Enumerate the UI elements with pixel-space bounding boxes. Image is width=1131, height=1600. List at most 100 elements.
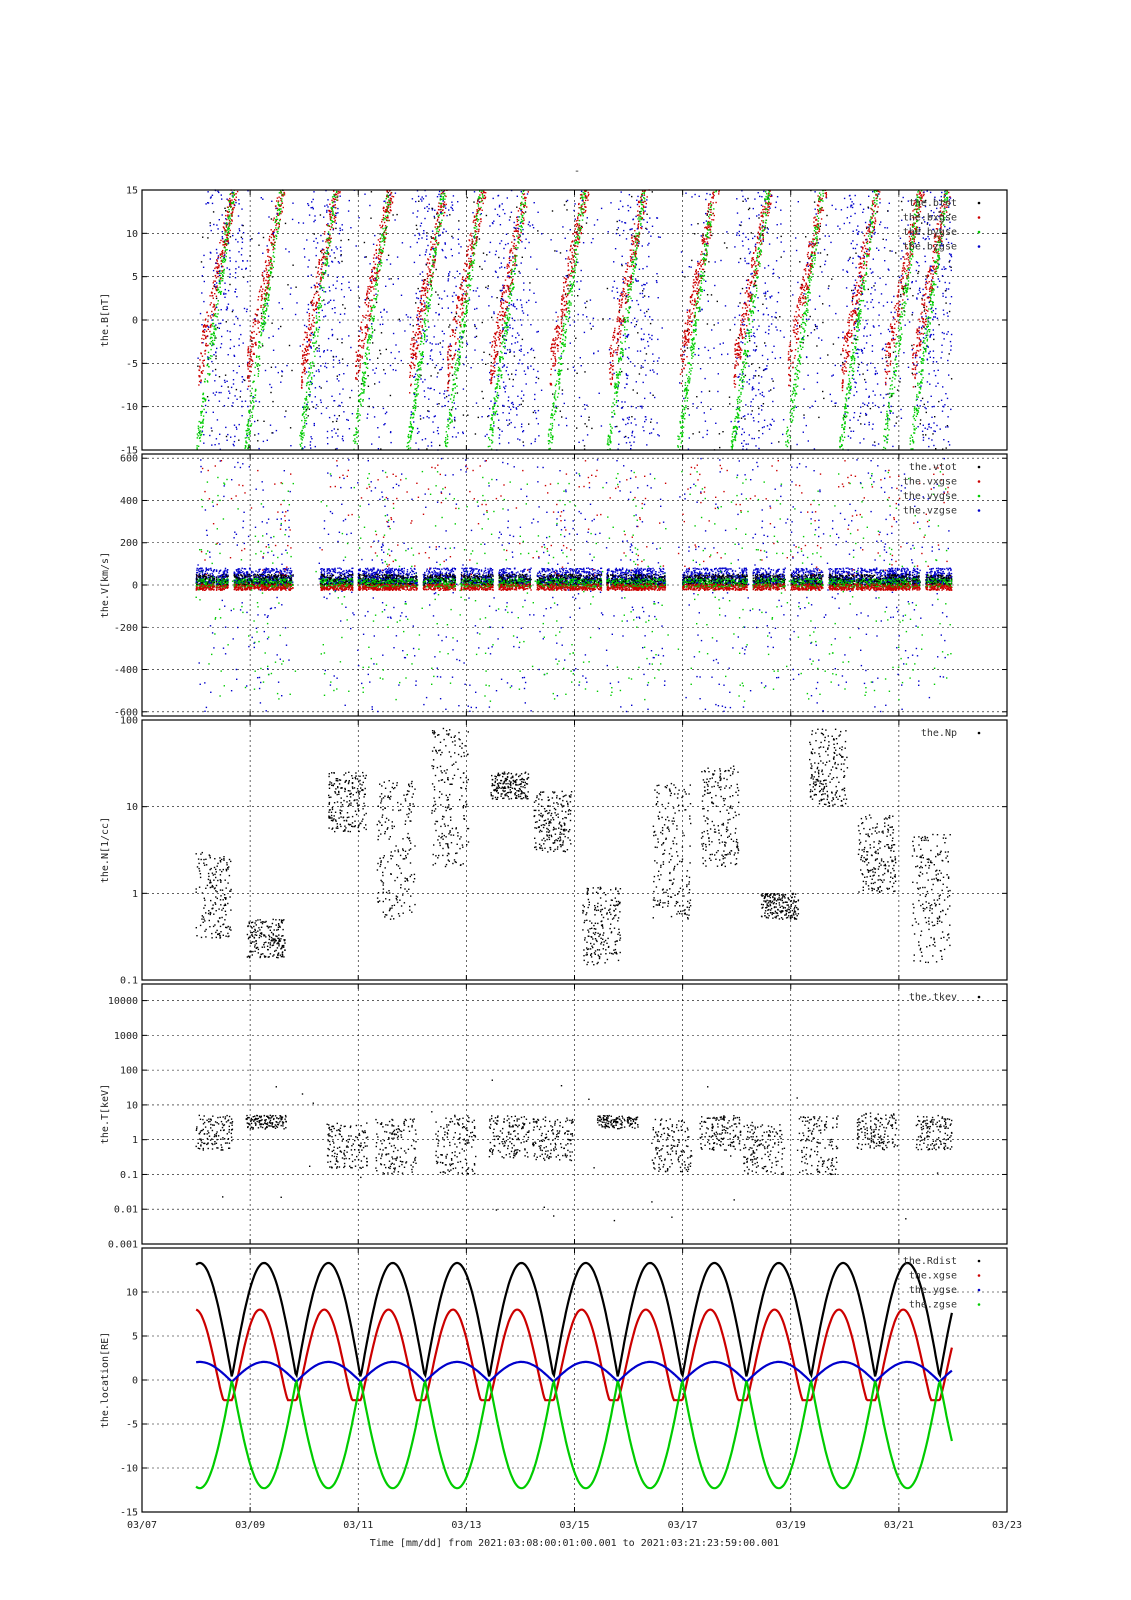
data-point <box>369 205 370 206</box>
data-point <box>204 353 205 354</box>
data-point <box>203 415 204 416</box>
data-point <box>344 313 345 314</box>
data-point <box>385 211 386 212</box>
data-point <box>343 440 344 441</box>
data-point <box>264 324 265 325</box>
data-point <box>306 404 307 405</box>
data-point <box>219 328 220 329</box>
data-point <box>329 234 330 235</box>
data-point <box>313 191 314 192</box>
data-point <box>321 305 322 306</box>
data-point <box>252 388 253 389</box>
data-point <box>416 394 417 395</box>
data-point <box>334 312 335 313</box>
data-point <box>219 275 220 276</box>
data-point <box>226 309 227 310</box>
data-point <box>355 441 356 442</box>
data-point <box>304 373 305 374</box>
data-point <box>372 317 373 318</box>
data-point <box>224 257 225 258</box>
data-point <box>369 398 370 399</box>
data-point <box>379 225 380 226</box>
data-point <box>314 332 315 333</box>
data-point <box>378 448 379 449</box>
data-point <box>318 261 319 262</box>
data-point <box>311 333 312 334</box>
data-point <box>204 335 205 336</box>
data-point <box>323 351 324 352</box>
data-point <box>241 415 242 416</box>
data-point <box>203 255 204 256</box>
data-point <box>298 222 299 223</box>
data-point <box>308 309 309 310</box>
data-point <box>409 440 410 441</box>
data-point <box>303 432 304 433</box>
data-point <box>316 238 317 239</box>
data-point <box>240 334 241 335</box>
data-point <box>273 255 274 256</box>
data-point <box>207 381 208 382</box>
data-point <box>376 285 377 286</box>
data-point <box>332 208 333 209</box>
data-point <box>434 248 435 249</box>
data-point <box>309 394 310 395</box>
data-point <box>333 300 334 301</box>
data-point <box>205 338 206 339</box>
data-point <box>210 317 211 318</box>
data-point <box>249 361 250 362</box>
data-point <box>309 389 310 390</box>
data-point <box>239 424 240 425</box>
data-point <box>250 239 251 240</box>
data-point <box>420 367 421 368</box>
data-point <box>266 274 267 275</box>
data-point <box>270 273 271 274</box>
data-point <box>311 325 312 326</box>
data-point <box>229 284 230 285</box>
data-point <box>232 235 233 236</box>
data-point <box>318 308 319 309</box>
data-point <box>257 440 258 441</box>
data-point <box>339 393 340 394</box>
data-point <box>371 326 372 327</box>
data-point <box>379 241 380 242</box>
data-point <box>320 278 321 279</box>
data-point <box>254 397 255 398</box>
data-point <box>272 276 273 277</box>
data-point <box>252 408 253 409</box>
data-point <box>363 316 364 317</box>
data-point <box>271 323 272 324</box>
data-point <box>260 335 261 336</box>
data-point <box>226 230 227 231</box>
data-point <box>227 207 228 208</box>
data-point <box>314 375 315 376</box>
data-point <box>396 214 397 215</box>
data-point <box>331 430 332 431</box>
data-point <box>263 304 264 305</box>
data-point <box>314 425 315 426</box>
data-point <box>367 327 368 328</box>
data-point <box>278 328 279 329</box>
data-point <box>206 345 207 346</box>
data-point <box>390 365 391 366</box>
data-point <box>205 378 206 379</box>
data-point <box>388 200 389 201</box>
data-point <box>306 239 307 240</box>
data-point <box>358 286 359 287</box>
data-point <box>386 217 387 218</box>
data-point <box>323 316 324 317</box>
data-point <box>213 332 214 333</box>
data-point <box>285 248 286 249</box>
data-point <box>334 307 335 308</box>
data-point <box>262 289 263 290</box>
data-point <box>222 262 223 263</box>
data-point <box>234 204 235 205</box>
data-point <box>322 240 323 241</box>
data-point <box>267 272 268 273</box>
data-point <box>371 299 372 300</box>
data-point <box>376 253 377 254</box>
data-point <box>248 368 249 369</box>
data-point <box>218 273 219 274</box>
data-point <box>376 296 377 297</box>
data-point <box>220 257 221 258</box>
data-point <box>348 420 349 421</box>
